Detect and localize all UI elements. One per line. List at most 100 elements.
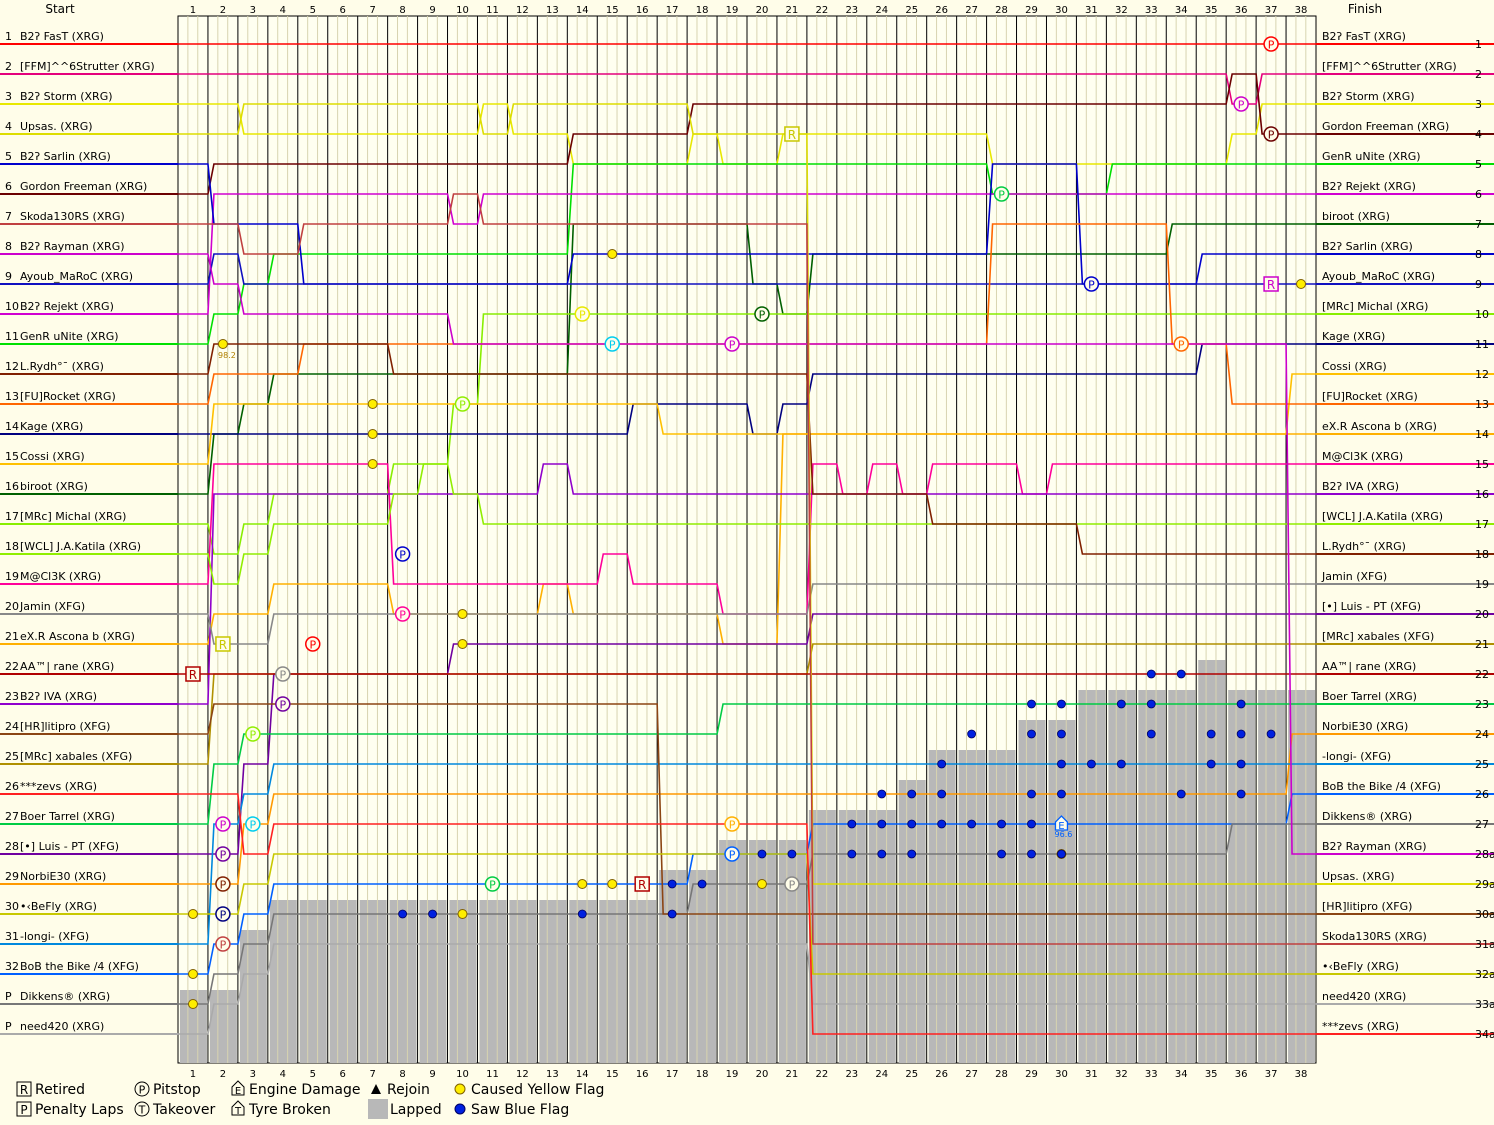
- lap-label-top: 10: [456, 5, 469, 16]
- lap-label-top: 18: [696, 5, 709, 16]
- retired-marker: [634, 876, 650, 892]
- finish-position-number: 3: [1475, 98, 1482, 111]
- pitstop-marker: [1173, 336, 1189, 352]
- blue-flag-marker: [428, 909, 437, 919]
- lapped-block: [868, 810, 896, 1063]
- finish-position-number: 22: [1475, 668, 1489, 681]
- lap-label-bottom: 35: [1205, 1069, 1218, 1080]
- pitstop-marker: [275, 666, 291, 682]
- lap-label-top: 35: [1205, 5, 1218, 16]
- legend-glyph: R: [20, 1083, 28, 1097]
- pitstop-marker-glyph: P: [1178, 339, 1185, 352]
- start-position-number: 23: [5, 690, 19, 703]
- lap-label-bottom: 33: [1145, 1069, 1158, 1080]
- finish-driver-name: NorbiE30 (XRG): [1322, 720, 1408, 733]
- lapped-block: [389, 900, 417, 1063]
- pitstop-marker: [215, 906, 231, 922]
- rejoin-icon: [371, 1084, 381, 1094]
- blue-flag-marker: [1057, 729, 1066, 739]
- finish-driver-name: eX.R Ascona b (XRG): [1322, 420, 1437, 433]
- finish-driver-name: [HR]litipro (XFG): [1322, 900, 1412, 913]
- pitstop-marker: [215, 936, 231, 952]
- lapped-block: [479, 900, 507, 1063]
- lap-label-top: 36: [1235, 5, 1248, 16]
- blue-flag-marker: [1027, 819, 1036, 829]
- lapped-block: [778, 840, 806, 1063]
- start-position-number: 16: [5, 480, 19, 493]
- finish-driver-name: B2ʔ Rejekt (XRG): [1322, 180, 1416, 193]
- series-line: [178, 193, 1316, 945]
- finish-position-number: 24: [1475, 728, 1489, 741]
- legend-label: Pitstop: [153, 1082, 201, 1098]
- lap-label-top: 11: [486, 5, 499, 16]
- blue-flag-marker: [1027, 849, 1036, 859]
- legend-label: Penalty Laps: [35, 1102, 124, 1118]
- lap-label-top: 7: [369, 5, 375, 16]
- finish-position-number: 34a: [1475, 1028, 1494, 1041]
- start-driver-name: [WCL] J.A.Katila (XRG): [20, 540, 141, 553]
- blue-flag-marker: [1086, 759, 1096, 769]
- start-position-number: 12: [5, 360, 19, 373]
- lapped-block: [539, 900, 567, 1063]
- start-position-number: 11: [5, 330, 19, 343]
- start-position-number: 15: [5, 450, 19, 463]
- tyre-broken-icon: [231, 1100, 245, 1116]
- lap-label-bottom: 1: [190, 1069, 196, 1080]
- finish-driver-name: Boer Tarrel (XRG): [1322, 690, 1417, 703]
- pitstop-marker: [305, 636, 321, 652]
- lapped-block: [239, 930, 267, 1063]
- lap-label-top: 33: [1145, 5, 1158, 16]
- start-driver-name: Kage (XRG): [20, 420, 83, 433]
- finish-position-number: 11: [1475, 338, 1489, 351]
- start-position-number: 4: [5, 120, 12, 133]
- start-position-number: 29: [5, 870, 19, 883]
- retired-marker: [784, 126, 800, 142]
- lap-label-top: 1: [190, 5, 196, 16]
- finish-position-number: 7: [1475, 218, 1482, 231]
- lapped-block: [1258, 690, 1286, 1063]
- yellow-flag-marker: [1296, 279, 1307, 289]
- lapped-block: [449, 900, 477, 1063]
- start-position-number: 24: [5, 720, 19, 733]
- lap-label-bottom: 22: [816, 1069, 829, 1080]
- lap-label-bottom: 16: [636, 1069, 649, 1080]
- event-markers: R R R R R P P P P P P P P P P P P P P P P P P P P P P P P P P P E 98.2 96.…: [185, 36, 1307, 1009]
- start-driver-name: Skoda130RS (XRG): [20, 210, 125, 223]
- pitstop-marker-glyph: P: [220, 879, 227, 892]
- pitstop-marker: [454, 396, 471, 412]
- lapped-block: [1198, 660, 1226, 1063]
- blue-flag-marker: [1266, 729, 1276, 739]
- start-driver-name: biroot (XRG): [20, 480, 88, 493]
- lapped-block: [569, 900, 597, 1063]
- blue-flag-marker: [967, 819, 977, 829]
- start-driver-name: ***zevs (XRG): [20, 780, 97, 793]
- yellow-flag-marker: [187, 969, 198, 979]
- lap-label-bottom: 28: [995, 1069, 1008, 1080]
- lap-label-bottom: 31: [1085, 1069, 1098, 1080]
- blue-flag-marker: [1027, 789, 1036, 799]
- pitstop-marker-glyph: P: [998, 189, 1005, 202]
- start-position-number: 22: [5, 660, 19, 673]
- start-position-number: 10: [5, 300, 19, 313]
- pitstop-marker-glyph: P: [729, 819, 736, 832]
- legend-item: T Takeover: [134, 1101, 215, 1118]
- pitstop-marker: [724, 846, 740, 862]
- lapped-block: [838, 810, 866, 1063]
- yellow-flag-marker: [457, 639, 468, 649]
- lap-label-bottom: 18: [696, 1069, 709, 1080]
- lapped-icon: [368, 1099, 388, 1119]
- pitstop-marker-glyph: P: [459, 399, 466, 412]
- finish-driver-name: Cossi (XRG): [1322, 360, 1387, 373]
- lap-label-top: 2: [220, 5, 226, 16]
- lapped-block: [1288, 690, 1315, 1063]
- lap-label-bottom: 36: [1235, 1069, 1248, 1080]
- start-driver-name: B2ʔ Sarlin (XRG): [20, 150, 111, 163]
- pitstop-marker-glyph: P: [1268, 39, 1275, 52]
- blue-flag-marker: [1176, 789, 1186, 799]
- start-position-number: 28: [5, 840, 19, 853]
- blue-flag-marker: [967, 729, 977, 739]
- finish-position-number: 15: [1475, 458, 1489, 471]
- legend-label: Lapped: [390, 1102, 442, 1118]
- finish-driver-name: ***zevs (XRG): [1322, 1020, 1399, 1033]
- retired-marker: [185, 666, 201, 682]
